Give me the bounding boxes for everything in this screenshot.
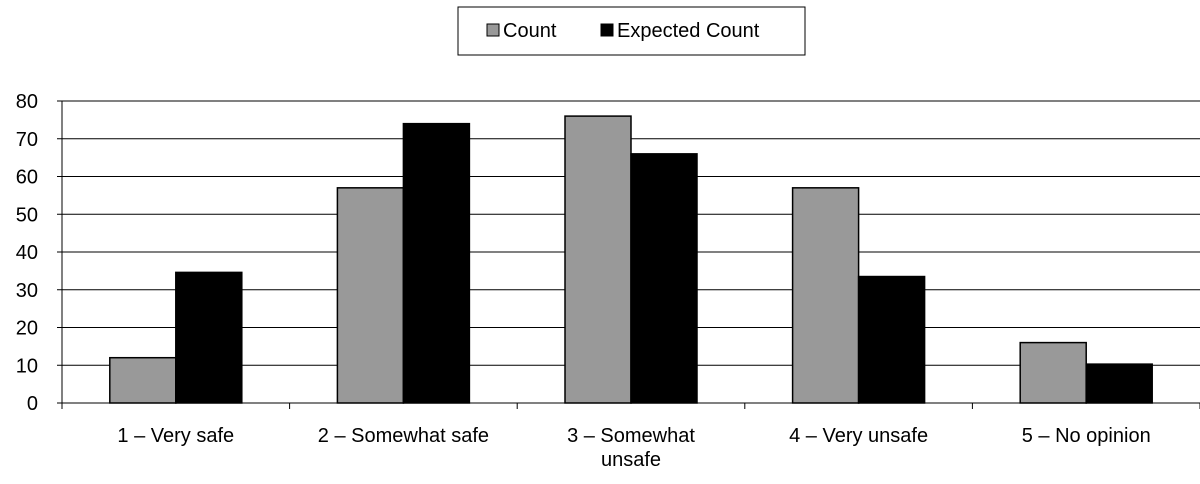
y-tick-label: 20 bbox=[16, 318, 38, 340]
bars-group bbox=[109, 115, 1153, 404]
x-tick-label: 5 – No opinion bbox=[1022, 425, 1151, 447]
y-tick-label: 50 bbox=[16, 204, 38, 226]
x-tick-label: 1 – Very safe bbox=[117, 425, 234, 447]
x-tick-label: 4 – Very unsafe bbox=[789, 425, 928, 447]
y-tick-label: 10 bbox=[16, 355, 38, 377]
legend-swatch-count bbox=[486, 23, 500, 37]
bar-expected-count-2 bbox=[402, 122, 471, 404]
x-axis-ticks: 1 – Very safe 2 – Somewhat safe 3 – Somewh… bbox=[61, 403, 1200, 471]
chart-legend: Count Expected Count bbox=[457, 6, 806, 56]
y-tick-label: 60 bbox=[16, 167, 38, 189]
y-tick-label: 0 bbox=[27, 393, 38, 415]
y-tick-label: 40 bbox=[16, 242, 38, 264]
bar-expected-count-4 bbox=[857, 275, 926, 404]
bar-count-1 bbox=[109, 356, 177, 404]
legend-swatch-expected-count bbox=[600, 23, 614, 37]
x-tick-label-line: 3 – Somewhat bbox=[567, 425, 695, 447]
y-axis-ticks: 0 10 20 30 40 50 60 70 80 bbox=[16, 91, 62, 415]
bar-count-3 bbox=[564, 115, 632, 404]
x-tick-label: 2 – Somewhat safe bbox=[318, 425, 489, 447]
bar-count-2 bbox=[336, 187, 405, 404]
x-tick-label: 3 – Somewhat unsafe bbox=[567, 425, 695, 471]
legend-box bbox=[457, 6, 806, 56]
bar-count-5 bbox=[1019, 341, 1087, 404]
bar-expected-count-5 bbox=[1085, 363, 1153, 404]
bar-expected-count-1 bbox=[175, 271, 243, 404]
y-tick-label: 80 bbox=[16, 91, 38, 113]
bar-count-4 bbox=[791, 187, 860, 404]
y-tick-label: 30 bbox=[16, 280, 38, 302]
legend-label-expected-count: Expected Count bbox=[617, 20, 760, 42]
legend-label-count: Count bbox=[503, 20, 557, 42]
bar-expected-count-3 bbox=[630, 153, 698, 404]
y-tick-label: 70 bbox=[16, 129, 38, 151]
x-tick-label-line: unsafe bbox=[601, 449, 661, 471]
